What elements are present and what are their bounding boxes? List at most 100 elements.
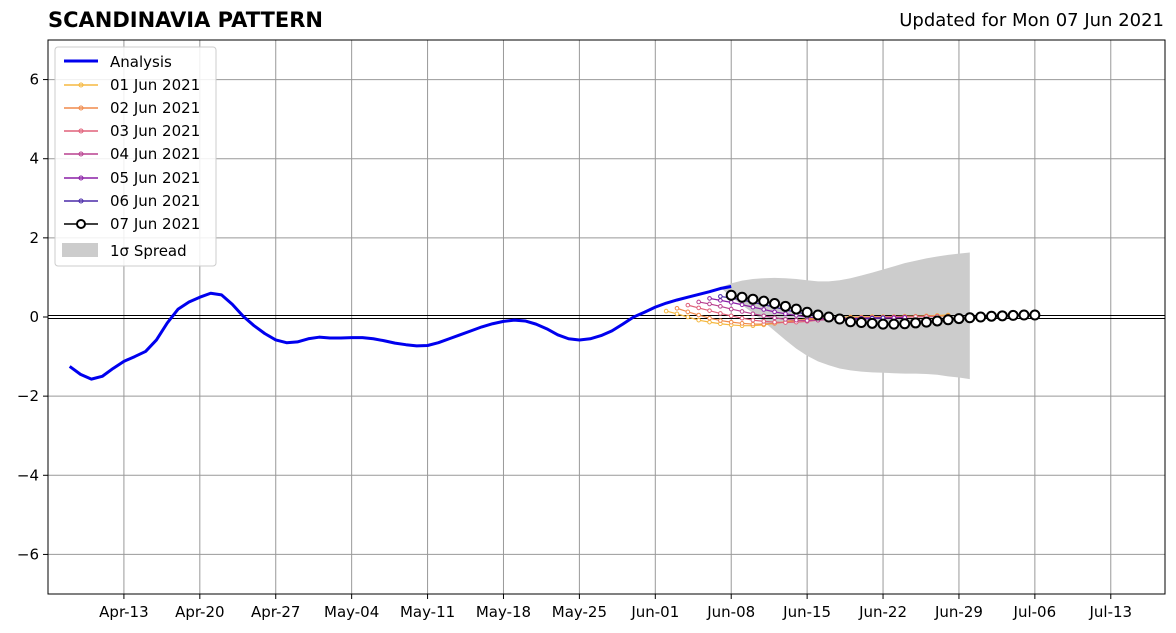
- forecast-point: [772, 309, 777, 315]
- forecast-point: [685, 309, 691, 315]
- legend-f5-label: 05 Jun 2021: [110, 169, 200, 187]
- forecast-point: [1007, 309, 1019, 321]
- forecast-point: [877, 318, 889, 330]
- forecast-point: [674, 311, 680, 317]
- forecast-point: [845, 316, 857, 328]
- legend-f7-marker: [76, 219, 86, 229]
- forecast-point: [750, 317, 756, 323]
- forecast-point: [772, 315, 777, 321]
- forecast-point: [942, 314, 954, 326]
- x-tick-label: Apr-20: [175, 603, 225, 621]
- forecast-point: [718, 304, 723, 309]
- forecast-point: [758, 295, 770, 307]
- x-tick-label: May-11: [400, 603, 455, 621]
- forecast-point: [736, 291, 748, 303]
- legend-analysis-label: Analysis: [110, 53, 172, 71]
- forecast-point: [718, 318, 723, 323]
- legend-f1-marker: [78, 82, 84, 88]
- x-tick-label: May-04: [324, 603, 379, 621]
- forecast-line: [720, 295, 884, 320]
- forecast-point: [931, 315, 943, 327]
- forecast-point: [707, 308, 712, 313]
- x-tick-label: Apr-13: [99, 603, 149, 621]
- legend-f7-label: 07 Jun 2021: [110, 215, 200, 233]
- forecast-point: [750, 311, 756, 317]
- forecast-point: [728, 313, 734, 319]
- y-tick-label: −6: [17, 545, 39, 563]
- chart-title: SCANDINAVIA PATTERN: [48, 8, 323, 32]
- forecast-point: [739, 302, 745, 308]
- forecast-point: [750, 304, 756, 310]
- legend-box: [54, 46, 217, 267]
- forecast-point: [910, 317, 922, 329]
- x-tick-label: Jul-06: [1013, 603, 1057, 621]
- forecast-point: [985, 310, 997, 322]
- forecast-point: [793, 317, 799, 323]
- x-tick-label: May-18: [476, 603, 531, 621]
- x-tick-label: Jun-01: [630, 603, 679, 621]
- forecast-point: [834, 313, 846, 325]
- analysis-line: [68, 285, 732, 381]
- forecast-point: [696, 299, 701, 305]
- forecast-point: [996, 310, 1008, 322]
- forecast-point: [769, 298, 781, 310]
- legend-f2-label: 02 Jun 2021: [110, 99, 200, 117]
- legend: Analysis 01 Jun 2021 02 Jun 2021 03 Jun …: [54, 46, 217, 267]
- x-tick-label: Jun-29: [934, 603, 983, 621]
- forecast-point: [761, 307, 767, 312]
- legend-f3-label: 03 Jun 2021: [110, 122, 200, 140]
- x-tick-label: Jun-15: [782, 603, 831, 621]
- forecast-point: [812, 309, 824, 321]
- legend-f2-marker: [78, 105, 84, 111]
- axes: Apr-13 Apr-20 Apr-27 May-04 May-11 May-18 May-…: [17, 39, 1166, 621]
- y-tick-label: −4: [17, 466, 39, 484]
- forecast-point: [899, 318, 911, 330]
- forecast-point: [739, 321, 745, 326]
- forecast-point: [1018, 309, 1030, 321]
- forecast-point: [685, 314, 691, 320]
- legend-spread-label: 1σ Spread: [110, 242, 187, 260]
- forecast-point: [866, 317, 878, 329]
- legend-f1-label: 01 Jun 2021: [110, 76, 200, 94]
- forecast-point: [696, 317, 701, 323]
- x-tick-label: Apr-27: [251, 603, 301, 621]
- forecast-point: [761, 319, 767, 324]
- forecast-point: [718, 311, 723, 316]
- plot-frame: [47, 39, 1166, 595]
- forecast-point: [1029, 309, 1041, 321]
- y-tick-label: 0: [29, 308, 39, 326]
- x-tick-label: Jun-22: [858, 603, 907, 621]
- forecast-point: [685, 302, 691, 308]
- forecast-point: [725, 289, 737, 301]
- x-tick-label: Jul-13: [1088, 603, 1132, 621]
- forecast-point: [855, 317, 867, 329]
- forecast-point: [779, 300, 791, 312]
- y-tick-label: 4: [29, 150, 39, 168]
- forecast-point: [783, 317, 788, 322]
- x-tick-label: May-25: [552, 603, 607, 621]
- forecast-point: [674, 305, 680, 311]
- forecast-point: [718, 298, 723, 303]
- forecast-point: [728, 306, 734, 312]
- legend-spread-swatch: [62, 243, 98, 257]
- forecast-point: [747, 293, 759, 305]
- series-layer: [68, 285, 1041, 381]
- forecast-point: [772, 319, 777, 325]
- forecast-point: [964, 312, 976, 324]
- y-tick-label: 6: [29, 71, 39, 89]
- legend-f6-label: 06 Jun 2021: [110, 192, 200, 210]
- forecast-point: [739, 315, 745, 321]
- forecast-point: [696, 305, 701, 311]
- forecast-point: [696, 312, 701, 318]
- chart-subtitle: Updated for Mon 07 Jun 2021: [899, 10, 1164, 31]
- forecast-point: [920, 316, 932, 328]
- forecast-point: [790, 303, 802, 315]
- grid: [48, 40, 1165, 594]
- legend-f6-marker: [78, 198, 84, 204]
- forecast-point: [750, 321, 756, 327]
- forecast-point: [707, 315, 712, 321]
- forecast-point: [823, 311, 835, 323]
- forecast-point: [801, 306, 813, 318]
- forecast-point: [707, 319, 712, 325]
